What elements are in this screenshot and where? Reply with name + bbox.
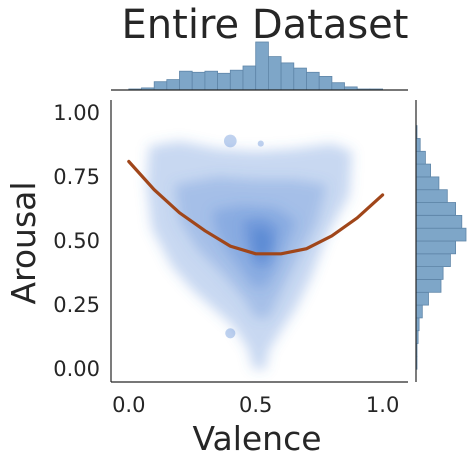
y-tick-label: 0.25: [53, 293, 100, 317]
y-tick-label: 0.75: [53, 165, 100, 189]
marginal-y-bar: [415, 150, 426, 165]
x-tick-label: 0.5: [239, 393, 272, 417]
y-tick-labels: 0.00 0.25 0.50 0.75 1.00: [53, 101, 100, 381]
marginal-x-bar: [255, 41, 269, 91]
marginal-y-bar: [415, 227, 467, 242]
marginal-y-bar: [415, 240, 456, 255]
marginal-y-bar: [415, 253, 451, 268]
marginal-x-bar: [267, 56, 282, 91]
marginal-x-bar: [331, 82, 345, 91]
y-axis-title: Arousal: [4, 181, 43, 304]
marginal-y-bar: [415, 202, 456, 216]
marginal-y-bar: [415, 163, 432, 178]
marginal-x-bar: [318, 76, 333, 91]
x-axis-title: Valence: [192, 419, 321, 458]
x-tick-label: 0.0: [112, 393, 145, 417]
marginal-x-bar: [293, 67, 307, 91]
marginal-x-histogram: [128, 41, 383, 91]
marginal-x-bar: [153, 81, 168, 91]
marginal-x-bar: [179, 70, 193, 91]
marginal-y-bar: [415, 266, 444, 280]
marginal-x-bar: [166, 79, 180, 91]
marginal-y-bar: [415, 304, 423, 319]
marginal-y-bar: [415, 176, 440, 191]
marginal-y-bar: [415, 279, 442, 293]
y-tick-label: 0.50: [53, 229, 100, 253]
marginal-x-bar: [306, 71, 320, 91]
marginal-y-bar: [415, 189, 448, 203]
y-tick-label: 0.00: [53, 357, 100, 381]
x-tick-label: 1.0: [366, 393, 399, 417]
density-blob-1: [223, 134, 237, 148]
marginal-x-bar: [191, 71, 206, 91]
density-blob-2: [257, 140, 264, 147]
density-blob-3: [225, 328, 236, 339]
chart-title: Entire Dataset: [122, 2, 409, 48]
main-plot-area: [110, 89, 417, 383]
marginal-x-bar: [242, 65, 257, 91]
y-tick-label: 1.00: [53, 101, 100, 125]
marginal-x-bar: [204, 70, 218, 91]
marginal-y-bar: [415, 291, 429, 306]
x-tick-labels: 0.0 0.5 1.0: [112, 393, 399, 417]
marginal-x-bar: [280, 62, 295, 91]
marginal-x-bar: [217, 72, 231, 91]
marginal-x-bar: [229, 69, 244, 91]
fit-curve-line: [127, 159, 385, 256]
density-level-5: [253, 228, 271, 259]
marginal-y-bar: [415, 138, 421, 152]
marginal-y-bar: [415, 214, 463, 229]
marginal-y-histogram: [415, 125, 467, 370]
